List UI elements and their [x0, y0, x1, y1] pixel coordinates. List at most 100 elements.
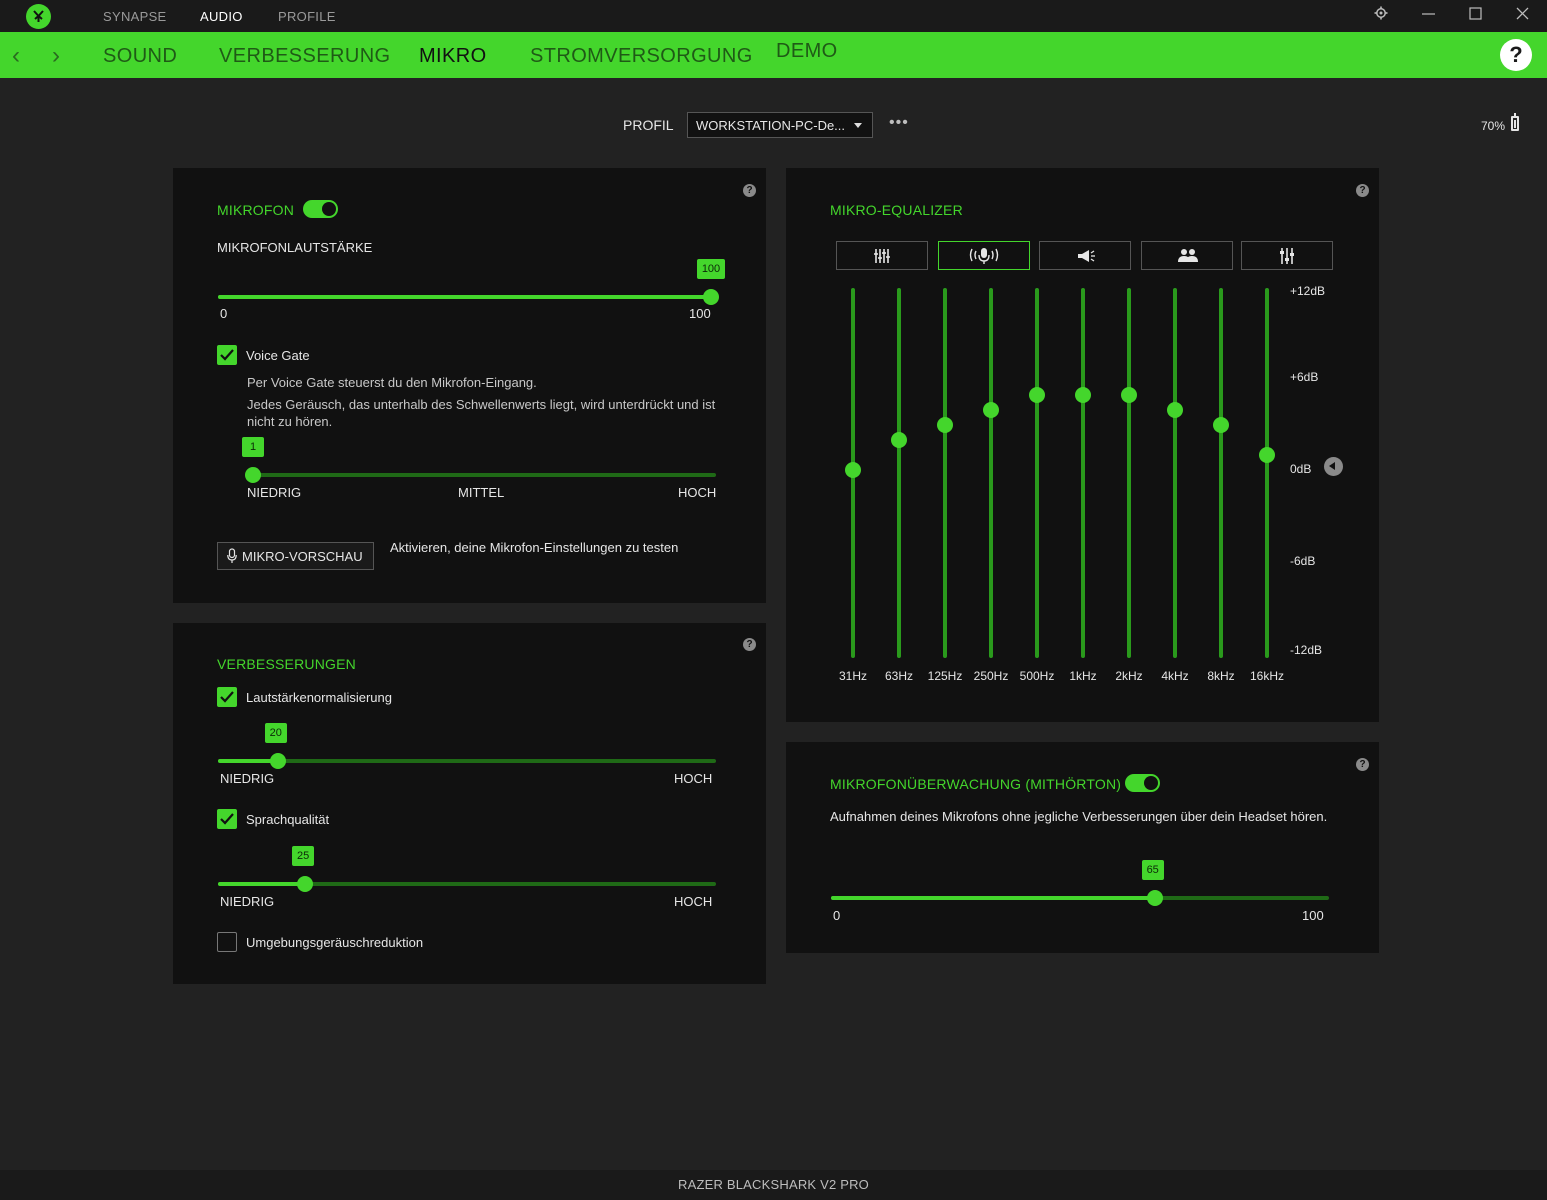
- slider-low-label: NIEDRIG: [220, 894, 275, 909]
- eq-band-handle[interactable]: [1213, 417, 1229, 433]
- tab-sound[interactable]: SOUND: [103, 45, 178, 67]
- eq-band-handle[interactable]: [891, 432, 907, 448]
- eq-band-slider-16kHz[interactable]: [1259, 288, 1275, 658]
- slider-handle[interactable]: [269, 753, 286, 769]
- eq-band-slider-1kHz[interactable]: [1075, 288, 1091, 658]
- eq-preset-megaphone[interactable]: [1039, 241, 1131, 270]
- eq-band-frequency-label: 125Hz: [927, 669, 963, 683]
- eq-band-frequency-label: 500Hz: [1019, 669, 1055, 683]
- value-bubble: 100: [697, 259, 725, 279]
- microphone-panel: ? MIKROFON MIKROFONLAUTSTÄRKE 100 0 100 …: [173, 168, 766, 603]
- tab-audio[interactable]: AUDIO: [200, 9, 243, 24]
- slider-handle[interactable]: [703, 289, 719, 305]
- forward-arrow-icon[interactable]: ›: [52, 42, 60, 69]
- custom-sliders-icon: [1280, 248, 1294, 264]
- razer-logo-icon[interactable]: [26, 4, 51, 29]
- eq-preset-voice[interactable]: [938, 241, 1030, 270]
- equalizer-title: MIKRO-EQUALIZER: [830, 202, 963, 218]
- microphone-title: MIKROFON: [217, 202, 295, 218]
- voice-quality-label: Sprachqualität: [246, 812, 330, 827]
- eq-preset-custom[interactable]: [1241, 241, 1333, 270]
- voice-gate-description: Per Voice Gate steuerst du den Mikrofon-…: [247, 375, 537, 390]
- eq-band-handle[interactable]: [845, 462, 861, 478]
- voice-gate-checkbox[interactable]: [217, 345, 237, 365]
- help-icon[interactable]: ?: [1356, 184, 1369, 197]
- eq-band-slider-500Hz[interactable]: [1029, 288, 1045, 658]
- voice-quality-checkbox[interactable]: [217, 809, 237, 829]
- profile-label: PROFIL: [623, 117, 674, 133]
- tab-mikro[interactable]: MIKRO: [419, 45, 487, 67]
- minimize-icon[interactable]: [1417, 6, 1439, 26]
- voice-quality-slider[interactable]: 25: [218, 846, 716, 892]
- eq-band-slider-31Hz[interactable]: [845, 288, 861, 658]
- eq-band-slider-125Hz[interactable]: [937, 288, 953, 658]
- slider-handle[interactable]: [245, 467, 261, 483]
- close-icon[interactable]: [1511, 6, 1533, 26]
- profile-dropdown[interactable]: WORKSTATION-PC-De...: [687, 112, 873, 138]
- normalization-checkbox[interactable]: [217, 687, 237, 707]
- value-bubble: 1: [242, 437, 264, 457]
- noise-reduction-label: Umgebungsgeräuschreduktion: [246, 935, 424, 950]
- help-icon[interactable]: ?: [743, 638, 756, 651]
- eq-band-handle[interactable]: [983, 402, 999, 418]
- tab-demo[interactable]: DEMO: [776, 40, 838, 62]
- eq-band-slider-8kHz[interactable]: [1213, 288, 1229, 658]
- sub-navigation: ‹ › SOUND VERBESSERUNG MIKRO STROMVERSOR…: [0, 32, 1547, 78]
- voice-gate-description-2: Jedes Geräusch, das unterhalb des Schwel…: [247, 397, 716, 429]
- microphone-broadcast-icon: [969, 248, 999, 264]
- mic-monitoring-title: MIKROFONÜBERWACHUNG (MITHÖRTON): [830, 776, 1122, 792]
- mic-monitoring-toggle[interactable]: [1125, 774, 1160, 792]
- slider-mid-label: MITTEL: [458, 485, 505, 500]
- eq-band-slider-63Hz[interactable]: [891, 288, 907, 658]
- mic-monitoring-description: Aufnahmen deines Mikrofons ohne jegliche…: [830, 809, 1328, 824]
- eq-band-handle[interactable]: [937, 417, 953, 433]
- microphone-icon: [227, 548, 237, 563]
- slider-handle[interactable]: [1146, 890, 1163, 906]
- normalization-slider[interactable]: 20: [218, 723, 716, 769]
- slider-high-label: HOCH: [674, 894, 713, 909]
- db-label: -12dB: [1290, 643, 1323, 657]
- eq-band-frequency-label: 250Hz: [973, 669, 1009, 683]
- settings-gear-icon[interactable]: [1370, 6, 1392, 26]
- voice-gate-slider[interactable]: 1: [242, 437, 716, 483]
- mic-volume-slider[interactable]: 100: [218, 259, 725, 305]
- eq-band-frequency-label: 4kHz: [1161, 669, 1189, 683]
- two-people-icon: [1178, 249, 1198, 262]
- help-icon[interactable]: ?: [1500, 39, 1532, 71]
- maximize-icon[interactable]: [1464, 6, 1486, 26]
- battery-level: 70%: [1481, 119, 1506, 133]
- mic-preview-label: MIKRO-VORSCHAU: [242, 549, 363, 564]
- eq-band-handle[interactable]: [1259, 447, 1275, 463]
- slider-handle[interactable]: [297, 876, 314, 892]
- eq-band-handle[interactable]: [1029, 387, 1045, 403]
- help-icon[interactable]: ?: [1356, 758, 1369, 771]
- eq-band-slider-2kHz[interactable]: [1121, 288, 1137, 658]
- eq-band-slider-4kHz[interactable]: [1167, 288, 1183, 658]
- eq-band-handle[interactable]: [1121, 387, 1137, 403]
- value-bubble: 65: [1141, 860, 1164, 880]
- mic-monitoring-panel: ? MIKROFONÜBERWACHUNG (MITHÖRTON) Aufnah…: [786, 742, 1379, 953]
- noise-reduction-checkbox[interactable]: [217, 932, 237, 952]
- back-arrow-icon[interactable]: ‹: [12, 42, 20, 69]
- eq-preset-default[interactable]: [836, 241, 928, 270]
- mic-preview-button[interactable]: MIKRO-VORSCHAU: [217, 542, 374, 570]
- reset-arrow-icon[interactable]: [1324, 457, 1343, 476]
- tab-stromversorgung[interactable]: STROMVERSORGUNG: [530, 45, 753, 67]
- help-icon[interactable]: ?: [743, 184, 756, 197]
- db-label: -6dB: [1290, 554, 1316, 568]
- more-options-icon[interactable]: •••: [889, 114, 909, 131]
- mic-preview-description: Aktivieren, deine Mikrofon-Einstellungen…: [390, 540, 679, 555]
- eq-preset-conference[interactable]: [1141, 241, 1233, 270]
- eq-band-frequency-label: 1kHz: [1069, 669, 1097, 683]
- eq-band-slider-250Hz[interactable]: [983, 288, 999, 658]
- eq-band-handle[interactable]: [1167, 402, 1183, 418]
- tab-verbesserung[interactable]: VERBESSERUNG: [219, 45, 391, 67]
- slider-min-label: 0: [220, 306, 228, 321]
- tab-synapse[interactable]: SYNAPSE: [103, 9, 167, 24]
- tab-profile[interactable]: PROFILE: [278, 9, 336, 24]
- microphone-toggle[interactable]: [303, 200, 338, 218]
- device-name: RAZER BLACKSHARK V2 PRO: [678, 1177, 869, 1192]
- mic-monitoring-slider[interactable]: 65: [831, 860, 1329, 906]
- normalization-label: Lautstärkenormalisierung: [246, 690, 392, 705]
- eq-band-handle[interactable]: [1075, 387, 1091, 403]
